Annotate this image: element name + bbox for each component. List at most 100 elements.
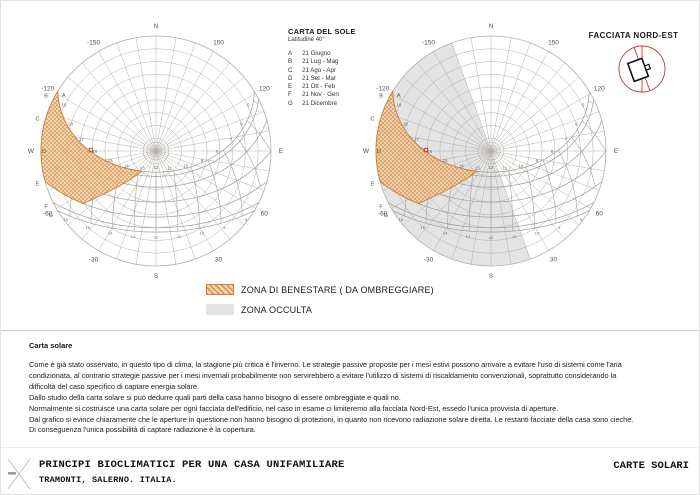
svg-text:8: 8 — [245, 218, 247, 222]
text-heading: Carta solare — [29, 341, 73, 350]
legend-label: ZONA OCCULTA — [241, 304, 313, 315]
svg-text:10: 10 — [183, 163, 188, 168]
svg-text:12: 12 — [154, 236, 158, 240]
svg-text:G: G — [49, 213, 53, 219]
svg-text:120: 120 — [594, 86, 605, 93]
svg-text:14: 14 — [459, 163, 464, 168]
right-chart-title: FACCIATA NORD-EST — [588, 31, 679, 40]
body-text-line: Di conseguenza l'unica possibilità di ca… — [29, 425, 256, 435]
svg-text:7: 7 — [564, 137, 567, 142]
svg-text:18: 18 — [68, 122, 73, 127]
svg-text:-60: -60 — [378, 211, 388, 218]
svg-text:F: F — [44, 204, 48, 210]
svg-text:8: 8 — [216, 149, 219, 154]
svg-text:B: B — [379, 94, 383, 100]
svg-text:15: 15 — [443, 158, 448, 163]
svg-text:15: 15 — [421, 226, 425, 230]
svg-text:9: 9 — [223, 226, 225, 230]
svg-text:5: 5 — [582, 103, 585, 108]
body-text-line: condizionata, al contrario strategie pas… — [29, 370, 617, 380]
svg-text:13: 13 — [131, 235, 135, 239]
building-orientation-icon — [618, 45, 666, 93]
section-divider — [1, 330, 699, 331]
svg-text:11: 11 — [177, 235, 181, 239]
curve-index-row: D 21 Set - Mar — [288, 74, 337, 82]
left-chart-title: CARTA DEL SOLE — [288, 27, 356, 36]
zona-di-benestare-region — [375, 89, 478, 205]
svg-text:E: E — [614, 148, 619, 155]
svg-text:W: W — [363, 148, 370, 155]
legend-label: ZONA DI BENESTARE ( DA OMBREGGIARE) — [241, 284, 434, 295]
svg-text:A: A — [62, 93, 66, 99]
body-text: Come è già stato osservato, in questo ti… — [29, 360, 697, 436]
svg-text:D: D — [377, 149, 381, 155]
zona-occulta-region — [376, 42, 531, 267]
svg-text:150: 150 — [213, 40, 224, 47]
svg-text:-120: -120 — [41, 86, 54, 93]
studio-logo — [7, 458, 31, 490]
hatch-swatch — [206, 284, 234, 295]
right-chart-header: FACCIATA NORD-EST — [561, 31, 699, 40]
svg-text:13: 13 — [466, 235, 470, 239]
svg-text:11: 11 — [503, 165, 508, 170]
svg-text:16: 16 — [399, 218, 403, 222]
gray-swatch — [206, 304, 234, 315]
svg-text:12: 12 — [154, 165, 159, 170]
project-title: PRINCIPI BIOCLIMATICI PER UNA CASA UNIFA… — [39, 459, 345, 471]
svg-text:10: 10 — [535, 232, 539, 236]
date-curve-index: A 21 Giugno B 21 Lug - Mag C 21 Ago - Apr D 21 … — [288, 50, 383, 108]
svg-text:W: W — [28, 148, 35, 155]
left-chart-header: CARTA DEL SOLE Latitudine 40° A 21 Giugno… — [288, 27, 383, 108]
svg-text:F: F — [379, 204, 383, 210]
hour-labels: 5 6 7 8 9 10 11 12 13 14 15 16 17 18 19 8 9 10 11 12 13 14 15 1… — [61, 103, 249, 241]
svg-text:16: 16 — [427, 149, 432, 154]
sun-path-diagrams: 5 6 7 8 9 10 11 12 13 14 15 16 17 18 19 8 9 10 11 12 13 14 15 1… — [28, 23, 666, 280]
svg-text:14: 14 — [443, 232, 447, 236]
svg-text:G: G — [384, 213, 388, 219]
curve-index-row: E 21 Ott - Feb — [288, 83, 336, 91]
svg-text:17: 17 — [414, 137, 419, 142]
svg-text:8: 8 — [551, 149, 554, 154]
svg-text:13: 13 — [475, 165, 480, 170]
svg-text:60: 60 — [596, 211, 604, 218]
svg-text:9: 9 — [201, 158, 204, 163]
svg-text:9: 9 — [558, 226, 560, 230]
legend-item-benestare: ZONA DI BENESTARE ( DA OMBREGGIARE) — [206, 283, 434, 296]
body-text-line: Dallo studio della carta solare si può d… — [29, 392, 401, 402]
body-text-line: Come è già stato osservato, in questo ti… — [29, 360, 622, 369]
svg-text:S: S — [489, 273, 494, 280]
svg-text:120: 120 — [259, 86, 270, 93]
sheet-name: CARTE SOLARI — [613, 460, 689, 472]
sun-position-marker — [88, 147, 94, 153]
svg-text:A: A — [397, 93, 401, 99]
sun-position-marker — [423, 147, 429, 153]
curve-index-row: A 21 Giugno — [288, 50, 331, 57]
legend-item-occulta: ZONA OCCULTA — [206, 303, 312, 316]
svg-text:30: 30 — [215, 256, 223, 263]
svg-text:19: 19 — [396, 103, 401, 108]
svg-text:11: 11 — [512, 235, 516, 239]
svg-text:16: 16 — [92, 149, 97, 154]
curve-index-row: B 21 Lug - Mag — [288, 58, 339, 66]
svg-text:150: 150 — [548, 40, 559, 47]
svg-text:9: 9 — [536, 158, 539, 163]
hour-labels: 5 6 7 8 9 10 11 12 13 14 15 16 17 18 19 8 9 10 11 12 13 14 15 1… — [396, 103, 584, 241]
svg-text:10: 10 — [200, 232, 204, 236]
curve-letters: A B C D E FG — [35, 93, 65, 219]
curve-index-row: G 21 Dicembre — [288, 99, 338, 107]
svg-text:18: 18 — [403, 122, 408, 127]
curve-index-row: C 21 Ago - Apr — [288, 66, 337, 74]
svg-text:-120: -120 — [376, 86, 389, 93]
svg-text:D: D — [42, 149, 46, 155]
svg-text:11: 11 — [168, 165, 173, 170]
azimuth-labels: N S E W 150 -150 120 -120 60 -60 30 -30 — [363, 23, 619, 280]
sun-chart-carta-del-sole: 5 6 7 8 9 10 11 12 13 14 15 16 17 18 19 8 9 10 11 12 13 14 15 1… — [28, 23, 284, 280]
svg-text:30: 30 — [550, 256, 558, 263]
svg-text:-60: -60 — [43, 211, 53, 218]
curve-letters: A B C D E FG — [370, 93, 400, 219]
azimuth-labels: N S E W 150 -150 120 -120 60 -60 30 -30 — [28, 23, 284, 280]
svg-text:N: N — [489, 23, 494, 30]
footer-divider — [1, 447, 699, 448]
svg-text:-30: -30 — [89, 256, 99, 263]
